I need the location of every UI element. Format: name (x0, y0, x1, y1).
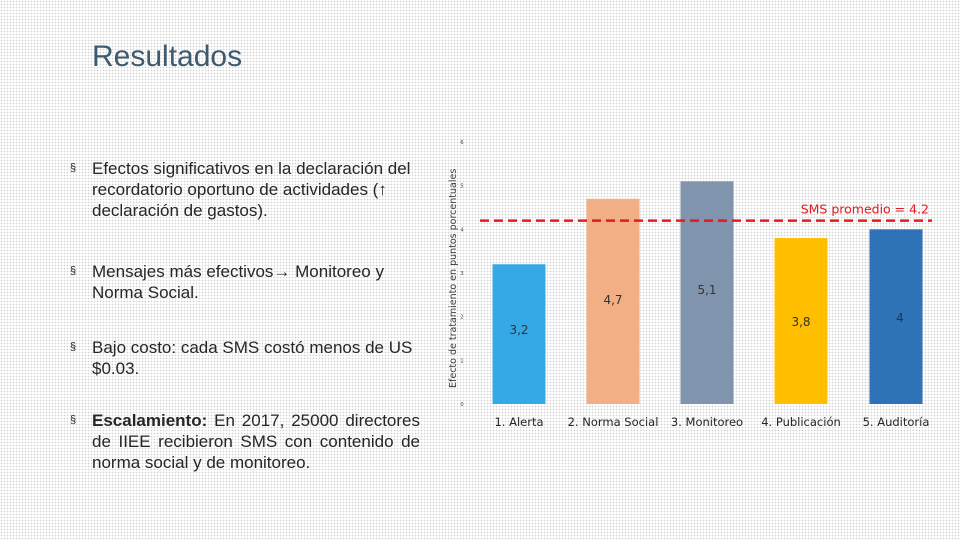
y-tick-label: 6 (460, 140, 463, 146)
bullet-item-effects: § Efectos significativos en la declaraci… (70, 158, 420, 221)
y-axis-ticks: 0 1 2 3 4 5 6 (460, 140, 463, 408)
bullet-text-scaling: En 2017, 25000 directores de IIEE recibi… (92, 411, 420, 472)
y-tick-label: 0 (460, 402, 463, 408)
y-tick-label: 3 (460, 271, 463, 277)
bullet-text-cost: Bajo costo: cada SMS costó menos de US $… (92, 338, 413, 378)
bars (492, 181, 923, 404)
y-tick-label: 2 (460, 315, 463, 321)
bar-data-label: 4 (896, 311, 904, 325)
bar-data-label: 3,8 (791, 315, 810, 329)
bullet-bold-scaling: Escalamiento: (92, 411, 208, 430)
average-reference-label: SMS promedio = 4.2 (801, 202, 929, 217)
bullet-text-effects: Efectos significativos en la declaración… (92, 159, 411, 220)
x-category-label: 5. Auditoría (863, 415, 930, 429)
x-category-label: 3. Monitoreo (671, 415, 743, 429)
x-category-label: 4. Publicación (761, 415, 841, 429)
bullet-square-icon: § (70, 414, 77, 426)
bar-3 (680, 181, 734, 404)
x-category-label: 1. Alerta (494, 415, 543, 429)
bullet-item-cost: § Bajo costo: cada SMS costó menos de US… (70, 337, 420, 379)
bar-4 (774, 238, 828, 404)
bullet-text-messages: Mensajes más efectivos→ Monitoreo y Norm… (92, 262, 384, 302)
bullet-square-icon: § (70, 341, 77, 353)
bar-1 (492, 264, 546, 404)
x-axis-categories: 1. Alerta 2. Norma Social 3. Monitoreo 4. P… (494, 415, 929, 429)
data-labels: 3,2 4,7 5,1 3,8 4 (509, 283, 903, 337)
bullet-list: § Efectos significativos en la declaraci… (70, 158, 420, 473)
y-axis-label: Efecto de tratamiento en puntos porcentu… (448, 169, 459, 388)
bullet-square-icon: § (70, 265, 77, 277)
y-axis-label-group: Efecto de tratamiento en puntos porcentu… (448, 169, 459, 388)
bar-data-label: 5,1 (697, 283, 716, 297)
reference-line-group: SMS promedio = 4.2 (480, 202, 932, 222)
bar-data-label: 4,7 (603, 293, 622, 307)
bar-5 (869, 229, 923, 404)
bullet-item-messages: § Mensajes más efectivos→ Monitoreo y No… (70, 261, 420, 303)
slide-title: Resultados (92, 40, 243, 73)
y-tick-label: 5 (460, 184, 463, 190)
y-tick-label: 4 (460, 227, 463, 233)
bullet-item-scaling: § Escalamiento: En 2017, 25000 directore… (70, 410, 420, 473)
bar-chart: Efecto de tratamiento en puntos porcentu… (448, 140, 932, 429)
bar-2 (586, 198, 640, 404)
bullet-square-icon: § (70, 162, 77, 174)
x-category-label: 2. Norma Social (568, 415, 659, 429)
y-tick-label: 1 (460, 358, 463, 364)
bar-data-label: 3,2 (509, 323, 528, 337)
